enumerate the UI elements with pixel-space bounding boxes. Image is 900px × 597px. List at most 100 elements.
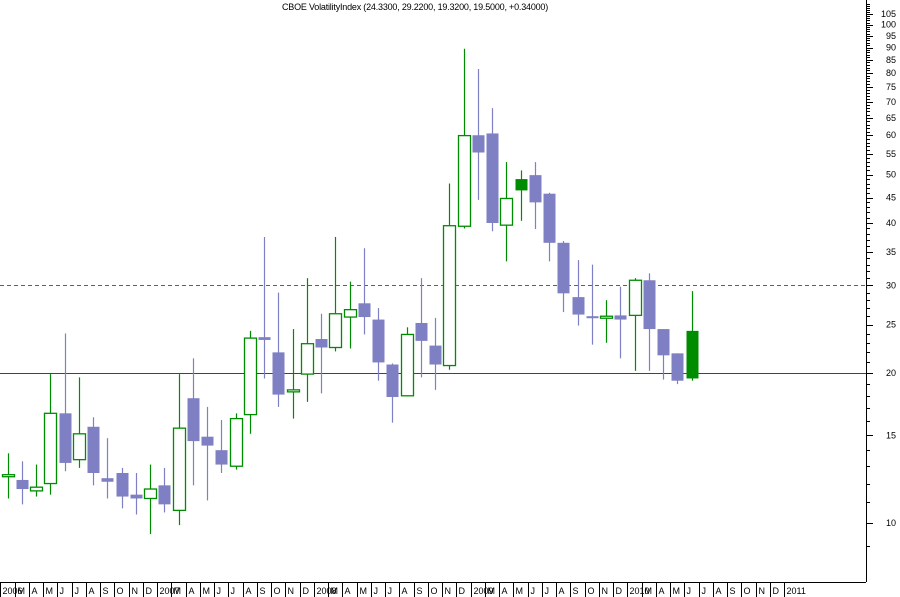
y-tick-label: 70 (886, 97, 896, 107)
x-tick-label: S (103, 586, 109, 596)
candle-body (130, 494, 143, 499)
y-tick-label: 80 (886, 68, 896, 78)
x-tick-label: M (516, 586, 524, 596)
candle-body (499, 197, 514, 226)
x-tick-label: A (502, 586, 508, 596)
x-tick-label: J (217, 586, 222, 596)
candle-body (1, 474, 16, 478)
x-tick-label: S (730, 586, 736, 596)
candle-body (258, 337, 271, 340)
x-tick-label: A (716, 586, 722, 596)
candle-body (572, 297, 585, 315)
y-tick-label: 105 (881, 9, 896, 19)
y-tick-label: 60 (886, 130, 896, 140)
candle-body (671, 353, 684, 381)
candle-body (43, 412, 58, 485)
x-tick-label: 2009 (474, 586, 494, 596)
x-tick-label: J (545, 586, 550, 596)
candle-body (243, 337, 258, 416)
y-tick-label: 30 (886, 280, 896, 290)
x-tick-label: N (602, 586, 609, 596)
y-tick-label: 25 (886, 320, 896, 330)
x-tick-label: O (588, 586, 595, 596)
x-tick-label: A (32, 586, 38, 596)
candle-body (16, 479, 29, 490)
x-tick-label: M (46, 586, 54, 596)
x-tick-label: A (246, 586, 252, 596)
candle-body (328, 313, 343, 349)
x-tick-label: M (18, 586, 26, 596)
x-tick-label: D (459, 586, 466, 596)
y-tick-label: 40 (886, 218, 896, 228)
x-tick-label: J (231, 586, 236, 596)
candle-body (143, 488, 158, 500)
candle-body (557, 242, 570, 294)
x-tick-label: 2006 (3, 586, 23, 596)
x-tick-label: M (203, 586, 211, 596)
y-tick-label: 45 (886, 193, 896, 203)
candle-body (101, 478, 114, 482)
candle-body (386, 364, 399, 398)
x-tick-label: D (616, 586, 623, 596)
x-tick-label: S (417, 586, 423, 596)
candle-body (643, 280, 656, 330)
x-tick-label: M (331, 586, 339, 596)
x-tick-label: 2011 (787, 586, 806, 596)
x-tick-label: O (117, 586, 124, 596)
candle-body (543, 193, 556, 243)
x-tick-label: J (374, 586, 379, 596)
candle-body (486, 133, 499, 223)
x-tick-label: A (345, 586, 351, 596)
x-tick-label: O (431, 586, 438, 596)
x-tick-label: S (573, 586, 579, 596)
candle-body (400, 333, 415, 397)
candle-body (187, 398, 200, 442)
candle-body (215, 450, 228, 465)
candle-body (29, 486, 44, 492)
x-tick-label: A (659, 586, 665, 596)
x-tick-label: N (445, 586, 452, 596)
candle-body (686, 330, 699, 379)
x-tick-label: J (702, 586, 707, 596)
candle-body (172, 427, 187, 512)
candle-body (59, 413, 72, 463)
candle-body (87, 426, 100, 473)
x-tick-label: J (75, 586, 80, 596)
x-tick-label: J (388, 586, 393, 596)
x-tick-label: A (189, 586, 195, 596)
x-tick-label: D (303, 586, 310, 596)
x-tick-label: A (402, 586, 408, 596)
x-tick-label: N (132, 586, 139, 596)
candle-body (429, 345, 442, 365)
x-tick-label: S (260, 586, 266, 596)
candle-body (201, 436, 214, 446)
y-tick-label: 65 (886, 113, 896, 123)
candle-body (442, 225, 457, 367)
y-tick-label: 55 (886, 149, 896, 159)
x-tick-label: 2010 (630, 586, 650, 596)
x-tick-label: 2008 (317, 586, 337, 596)
y-tick-label: 50 (886, 170, 896, 180)
x-tick-label: N (288, 586, 295, 596)
candle-body (358, 303, 371, 318)
x-tick-label: M (174, 586, 182, 596)
y-tick-label: 20 (886, 368, 896, 378)
candle-body (472, 135, 485, 153)
x-tick-label: D (773, 586, 780, 596)
candle-body (372, 319, 385, 363)
candle-body (72, 433, 87, 461)
x-tick-label: 2007 (160, 586, 180, 596)
candle-body (614, 315, 627, 320)
y-tick-label: 75 (886, 82, 896, 92)
candle-body (657, 329, 670, 356)
candle-body (415, 322, 428, 341)
candle-body (286, 389, 301, 393)
x-tick-label: J (687, 586, 692, 596)
y-tick-label: 95 (886, 31, 896, 41)
x-tick-label: M (645, 586, 653, 596)
candle-body (158, 485, 171, 505)
x-tick-label: O (274, 586, 281, 596)
y-tick-label: 35 (886, 247, 896, 257)
candle-body (116, 472, 129, 497)
